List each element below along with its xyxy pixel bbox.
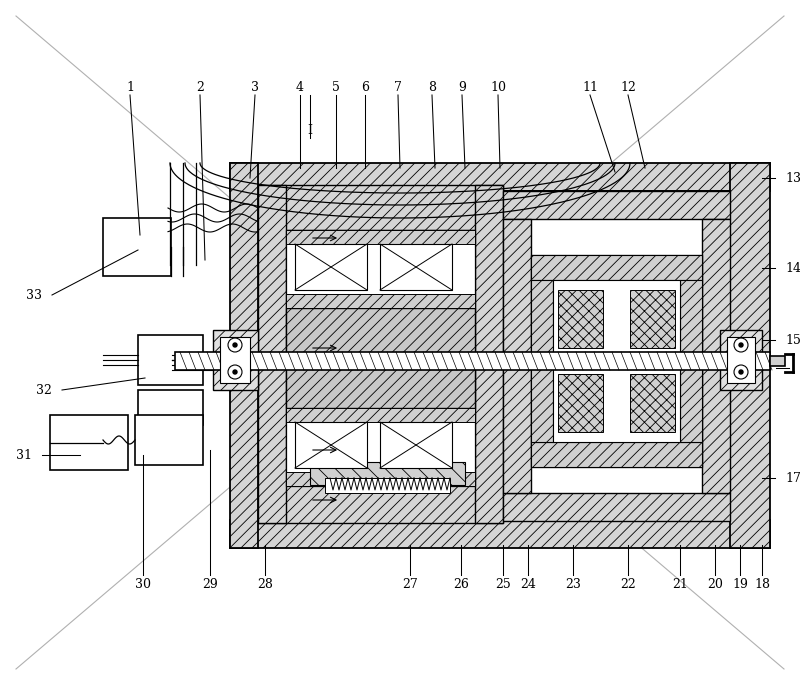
Bar: [558, 290, 603, 348]
Bar: [630, 374, 675, 432]
Bar: [230, 163, 258, 548]
Bar: [258, 185, 503, 230]
Bar: [380, 422, 452, 468]
Text: 33: 33: [26, 288, 42, 301]
Text: 2: 2: [196, 81, 204, 93]
Bar: [220, 337, 250, 383]
Bar: [680, 280, 702, 442]
Bar: [286, 472, 475, 486]
Text: 25: 25: [495, 577, 511, 590]
Bar: [475, 185, 503, 523]
Bar: [138, 390, 203, 425]
Bar: [531, 255, 702, 280]
Text: 11: 11: [582, 81, 598, 93]
Bar: [286, 230, 475, 244]
Bar: [553, 280, 680, 442]
Bar: [702, 219, 730, 493]
Text: 22: 22: [620, 577, 636, 590]
Text: 14: 14: [785, 262, 800, 275]
Text: 23: 23: [565, 577, 581, 590]
Text: 4: 4: [296, 81, 304, 93]
Bar: [258, 485, 503, 523]
Bar: [503, 219, 531, 493]
Circle shape: [739, 370, 743, 374]
Text: 20: 20: [707, 577, 723, 590]
Bar: [503, 493, 730, 521]
Bar: [727, 337, 755, 383]
Bar: [138, 335, 203, 385]
Text: 21: 21: [672, 577, 688, 590]
Text: 9: 9: [458, 81, 466, 93]
Text: 29: 29: [202, 577, 218, 590]
Text: 26: 26: [453, 577, 469, 590]
Text: 8: 8: [428, 81, 436, 93]
Bar: [50, 415, 128, 470]
Circle shape: [233, 343, 237, 347]
Bar: [295, 422, 367, 468]
Text: 10: 10: [490, 81, 506, 93]
Bar: [258, 185, 286, 523]
Text: 13: 13: [785, 171, 800, 184]
Bar: [720, 330, 762, 390]
Bar: [310, 462, 465, 485]
Bar: [135, 415, 203, 465]
Bar: [531, 255, 702, 467]
Text: 18: 18: [754, 577, 770, 590]
Text: 15: 15: [785, 334, 800, 347]
Bar: [175, 352, 770, 370]
Bar: [213, 330, 258, 390]
Bar: [286, 294, 475, 308]
Circle shape: [739, 343, 743, 347]
Bar: [770, 356, 785, 366]
Bar: [531, 280, 553, 442]
Bar: [286, 408, 475, 422]
Bar: [380, 244, 452, 290]
Bar: [295, 244, 367, 290]
Bar: [325, 478, 450, 493]
Text: 17: 17: [785, 471, 800, 484]
Text: 24: 24: [520, 577, 536, 590]
Bar: [286, 308, 475, 408]
Text: 1: 1: [126, 81, 134, 93]
Text: 12: 12: [620, 81, 636, 93]
Text: 27: 27: [402, 577, 418, 590]
Text: 32: 32: [36, 384, 52, 397]
Bar: [103, 218, 171, 276]
Text: 16: 16: [799, 362, 800, 375]
Bar: [630, 290, 675, 348]
Bar: [730, 163, 770, 548]
Bar: [230, 520, 770, 548]
Text: I: I: [307, 123, 313, 136]
Text: 5: 5: [332, 81, 340, 93]
Text: 19: 19: [732, 577, 748, 590]
Bar: [503, 191, 730, 521]
Bar: [531, 442, 702, 467]
Bar: [286, 408, 475, 486]
Text: 28: 28: [257, 577, 273, 590]
Text: 7: 7: [394, 81, 402, 93]
Circle shape: [233, 370, 237, 374]
Bar: [558, 374, 603, 432]
Bar: [503, 191, 730, 219]
Text: 3: 3: [251, 81, 259, 93]
Text: 6: 6: [361, 81, 369, 93]
Bar: [286, 230, 475, 308]
Text: 31: 31: [16, 449, 32, 462]
Text: 30: 30: [135, 577, 151, 590]
Bar: [230, 163, 770, 191]
